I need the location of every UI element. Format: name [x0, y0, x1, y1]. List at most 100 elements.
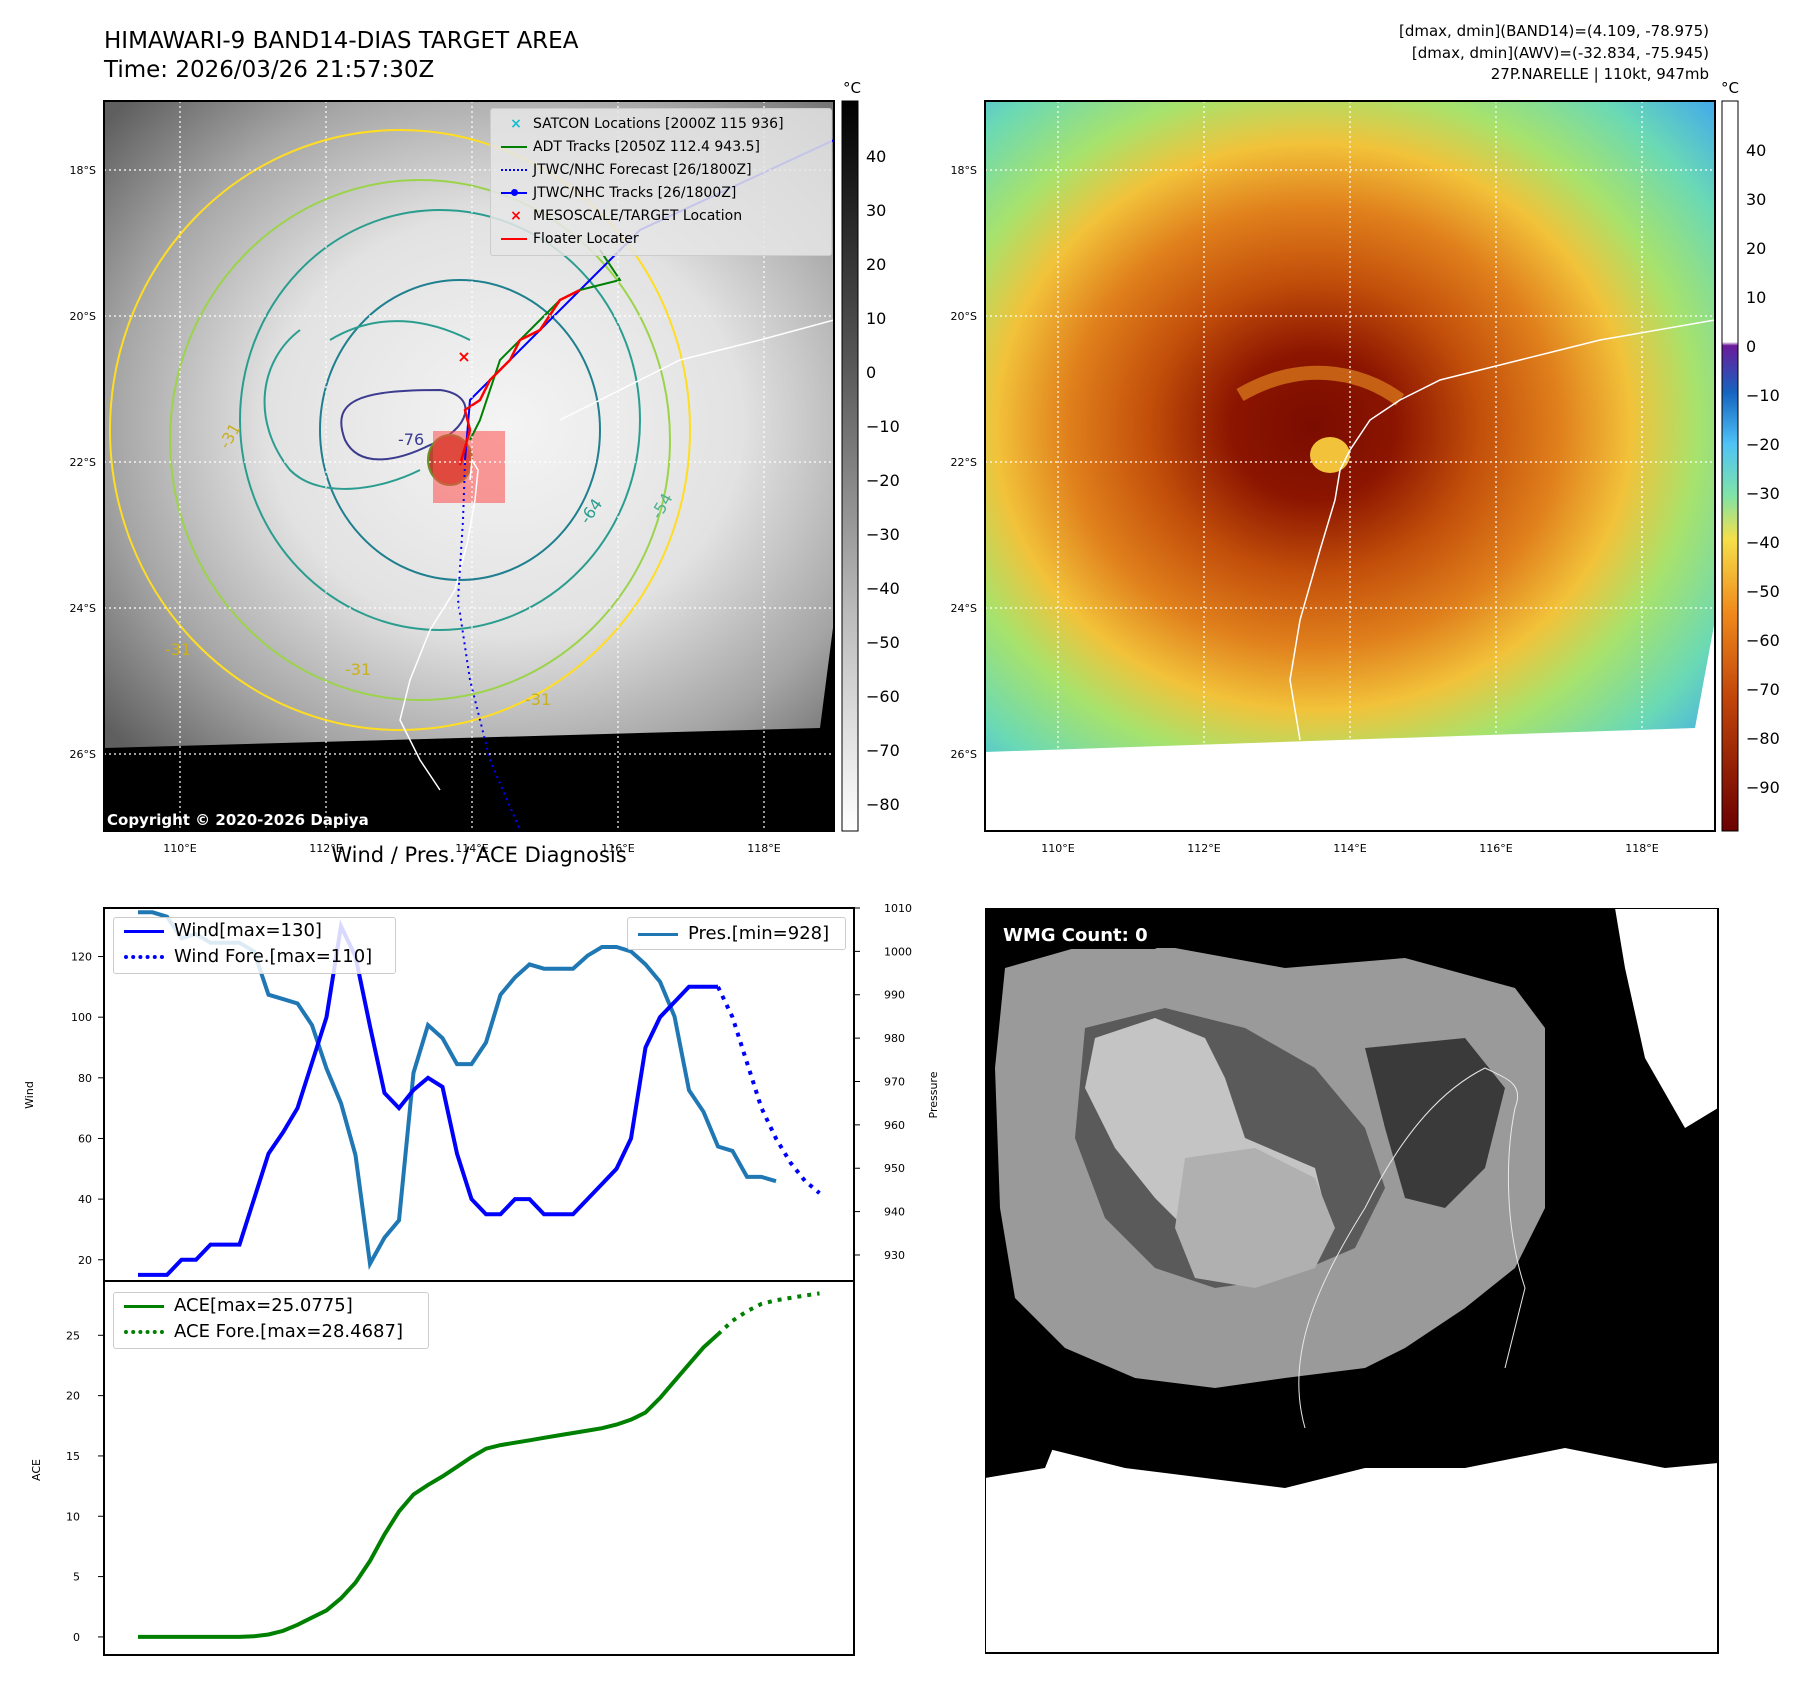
- pressure-axis-label: Pressure: [927, 1071, 940, 1118]
- svg-text:24°S: 24°S: [70, 602, 96, 615]
- svg-text:20°S: 20°S: [70, 310, 96, 323]
- svg-text:22°S: 22°S: [70, 456, 96, 469]
- wind-tick-label: 120: [71, 951, 92, 964]
- svg-text:−60: −60: [1746, 631, 1780, 650]
- svg-text:10: 10: [866, 309, 886, 328]
- legend-ace-forecast: ACE Fore.[max=28.4687]: [124, 1319, 428, 1345]
- svg-text:−40: −40: [1746, 533, 1780, 552]
- svg-text:−60: −60: [866, 687, 900, 706]
- svg-text:26°S: 26°S: [70, 748, 96, 761]
- ace-tick-label: 20: [66, 1390, 80, 1403]
- pressure-tick-label: 940: [884, 1206, 905, 1219]
- pressure-legend: Pres.[min=928]: [627, 917, 846, 950]
- ace-tick-label: 5: [73, 1571, 80, 1584]
- lon-labels: 110°E 112°E 114°E 116°E 118°E: [163, 842, 780, 855]
- svg-text:20°S: 20°S: [951, 310, 977, 323]
- svg-text:−50: −50: [866, 633, 900, 652]
- contour-label: -31: [165, 640, 191, 659]
- legend-forecast: JTWC/NHC Forecast [26/1800Z]: [499, 159, 784, 182]
- legend-adt: ADT Tracks [2050Z 112.4 943.5]: [499, 136, 784, 159]
- svg-text:110°E: 110°E: [1041, 842, 1074, 855]
- svg-text:0: 0: [866, 363, 876, 382]
- coastline: [1298, 1067, 1526, 1429]
- contour-label: -31: [525, 690, 551, 709]
- pressure-tick-label: 1010: [884, 902, 912, 915]
- svg-text:20: 20: [1746, 239, 1766, 258]
- pressure-tick-label: 990: [884, 989, 905, 1002]
- svg-text:−70: −70: [866, 741, 900, 760]
- gray-colorbar: [841, 100, 859, 832]
- svg-text:−10: −10: [1746, 386, 1780, 405]
- svg-text:18°S: 18°S: [951, 164, 977, 177]
- svg-text:112°E: 112°E: [1187, 842, 1220, 855]
- ace-tick-label: 0: [73, 1631, 80, 1644]
- mesoscale-marker: ×: [457, 347, 470, 366]
- gray-colorbar-unit: °C: [843, 80, 861, 97]
- wind-tick-label: 100: [71, 1011, 92, 1024]
- ace-frame: [103, 1280, 855, 1656]
- pressure-tick-label: 980: [884, 1032, 905, 1045]
- legend-satcon: × SATCON Locations [2000Z 115 936]: [510, 116, 784, 132]
- color-colorbar: [1721, 100, 1739, 832]
- coastline: [399, 457, 479, 791]
- svg-text:−70: −70: [1746, 680, 1780, 699]
- svg-text:−20: −20: [866, 471, 900, 490]
- awv-range-text: [dmax, dmin](AWV)=(-32.834, -75.945): [1411, 44, 1709, 62]
- svg-text:10: 10: [1746, 288, 1766, 307]
- svg-text:−10: −10: [866, 417, 900, 436]
- band14-range-text: [dmax, dmin](BAND14)=(4.109, -78.975): [1398, 22, 1709, 40]
- lat-labels: 18°S 20°S 22°S 24°S 26°S: [951, 164, 977, 761]
- map-gridlines: [985, 101, 1715, 831]
- svg-text:30: 30: [1746, 190, 1766, 209]
- svg-text:−90: −90: [1746, 778, 1780, 797]
- wind-tick-label: 20: [78, 1254, 92, 1267]
- svg-text:24°S: 24°S: [951, 602, 977, 615]
- svg-text:114°E: 114°E: [455, 842, 488, 855]
- svg-text:118°E: 118°E: [747, 842, 780, 855]
- svg-text:40: 40: [1746, 141, 1766, 160]
- ace-tick-label: 10: [66, 1510, 80, 1523]
- contour-lines: [109, 129, 691, 731]
- pressure-tick-label: 970: [884, 1075, 905, 1088]
- target-area-box: [433, 431, 505, 503]
- svg-text:−50: −50: [1746, 582, 1780, 601]
- svg-text:30: 30: [866, 201, 886, 220]
- legend-wind-forecast: Wind Fore.[max=110]: [124, 944, 395, 970]
- svg-text:116°E: 116°E: [601, 842, 634, 855]
- pressure-tick-label: 960: [884, 1119, 905, 1132]
- wmg-map: WMG Count: 0: [985, 908, 1719, 1654]
- wind-forecast-line: [716, 985, 821, 1195]
- svg-text:−30: −30: [866, 525, 900, 544]
- floater-locater-track: [458, 288, 581, 466]
- wind-legend: Wind[max=130] Wind Fore.[max=110]: [113, 917, 396, 974]
- lat-labels: 18°S 20°S 22°S 24°S 26°S: [70, 164, 96, 761]
- wind-tick-label: 80: [78, 1072, 92, 1085]
- ace-tick-label: 25: [66, 1329, 80, 1342]
- forecast-track: [456, 462, 521, 831]
- legend-ace: ACE[max=25.0775]: [124, 1293, 428, 1319]
- legend-wind: Wind[max=130]: [124, 918, 395, 944]
- storm-info-text: 27P.NARELLE | 110kt, 947mb: [1490, 65, 1709, 83]
- color-colorbar-ticks: 40 30 20 10 0 −10 −20 −30 −40 −50 −60 −7…: [1746, 141, 1780, 797]
- gray-colorbar-ticks: 40 30 20 10 0 −10 −20 −30 −40 −50 −60 −7…: [866, 147, 900, 814]
- svg-text:40: 40: [866, 147, 886, 166]
- svg-text:118°E: 118°E: [1625, 842, 1658, 855]
- ace-forecast-line: [716, 1291, 820, 1336]
- map-legend: × SATCON Locations [2000Z 115 936] ADT Tr…: [490, 108, 832, 256]
- wind-tick-label: 40: [78, 1193, 92, 1206]
- contour-label: -31: [345, 660, 371, 679]
- svg-text:18°S: 18°S: [70, 164, 96, 177]
- svg-text:110°E: 110°E: [163, 842, 196, 855]
- pressure-tick-label: 930: [884, 1249, 905, 1262]
- svg-text:20: 20: [866, 255, 886, 274]
- diagnosis-title: Wind / Pres. / ACE Diagnosis: [331, 843, 627, 867]
- figure-title: HIMAWARI-9 BAND14-DIAS TARGET AREA: [104, 28, 579, 54]
- wmg-count-text: WMG Count: 0: [1003, 925, 1148, 946]
- wind-tick-label: 60: [78, 1132, 92, 1145]
- adt-track: [469, 249, 622, 441]
- color-colorbar-unit: °C: [1721, 80, 1739, 97]
- svg-text:−40: −40: [866, 579, 900, 598]
- svg-text:−30: −30: [1746, 484, 1780, 503]
- legend-mesoscale: × MESOSCALE/TARGET Location: [510, 208, 743, 224]
- ace-tick-label: 15: [66, 1450, 80, 1463]
